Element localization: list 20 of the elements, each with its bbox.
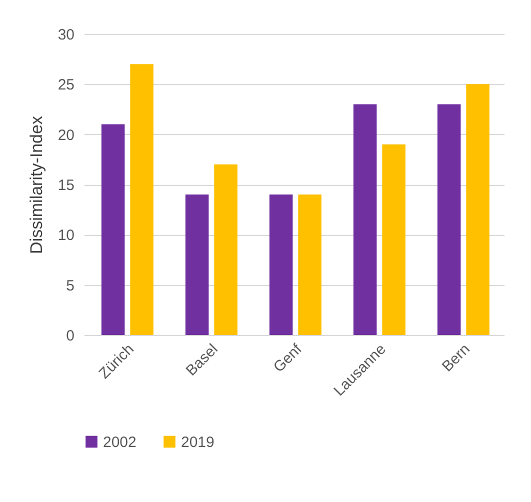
bar: [466, 84, 490, 335]
legend-label: 2002: [103, 434, 136, 451]
y-tick-label: 10: [58, 227, 74, 244]
y-tick-label: 5: [66, 277, 74, 294]
bar: [185, 194, 209, 335]
bar: [353, 104, 377, 335]
bar: [382, 144, 406, 335]
y-tick-label: 30: [58, 26, 74, 44]
legend-label: 2019: [181, 434, 214, 451]
bar: [298, 194, 322, 335]
y-axis-title: Dissimilarity-Index: [26, 116, 46, 254]
y-tick-label: 20: [58, 126, 74, 144]
y-tick-label: 25: [58, 76, 74, 94]
y-tick-label: 15: [58, 177, 74, 194]
y-tick-label: 0: [66, 328, 74, 344]
bar: [269, 194, 293, 335]
bar: [214, 164, 238, 335]
bar: [101, 124, 125, 335]
bar: [437, 104, 461, 335]
bar: [130, 64, 154, 335]
